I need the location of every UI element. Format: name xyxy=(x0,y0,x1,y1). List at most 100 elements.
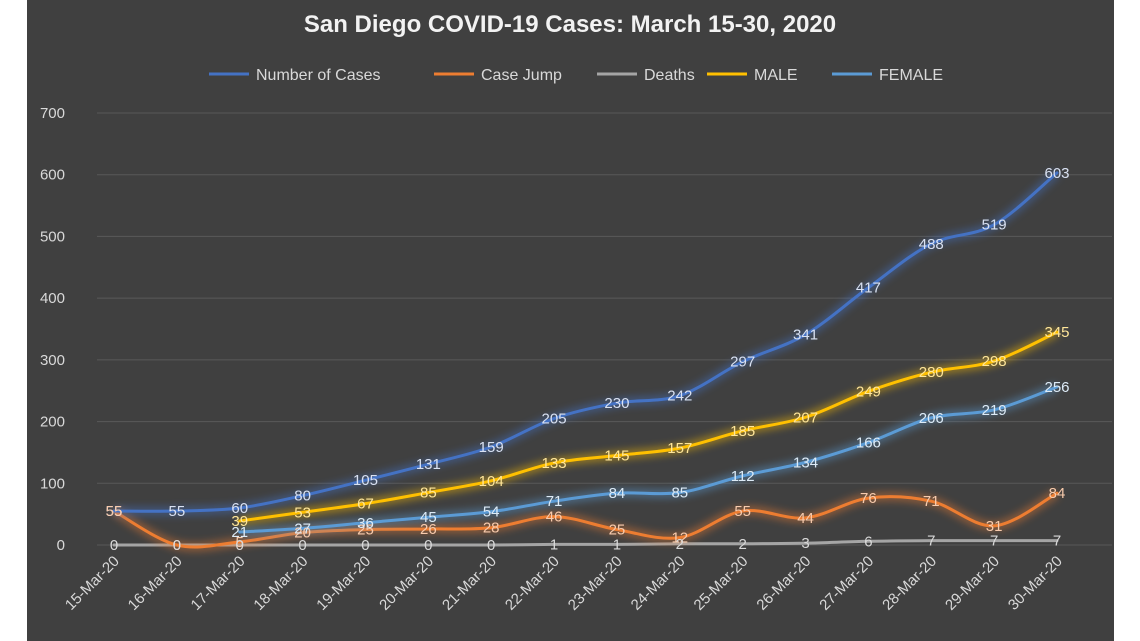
data-label: 3 xyxy=(801,535,809,552)
legend: Number of Cases Case Jump Deaths MALE FEMALE xyxy=(209,67,943,84)
y-tick-label: 0 xyxy=(57,537,65,554)
line-chart: San Diego COVID-19 Cases: March 15-30, 2… xyxy=(40,11,1112,614)
data-label: 206 xyxy=(919,410,944,427)
data-label: 55 xyxy=(106,503,123,520)
data-label: 131 xyxy=(416,456,441,473)
series-group xyxy=(111,169,1060,552)
data-label: 159 xyxy=(479,439,504,456)
legend-label: Case Jump xyxy=(481,67,562,84)
x-tick-label: 21-Mar-20 xyxy=(439,553,500,614)
gridlines xyxy=(97,112,1112,546)
x-tick-label: 19-Mar-20 xyxy=(313,553,374,614)
data-label: 67 xyxy=(357,496,374,513)
legend-label: MALE xyxy=(754,67,798,84)
x-tick-label: 15-Mar-20 xyxy=(62,553,123,614)
x-tick-label: 17-Mar-20 xyxy=(188,553,249,614)
data-label: 80 xyxy=(294,488,311,505)
x-tick-label: 20-Mar-20 xyxy=(376,553,437,614)
data-label: 603 xyxy=(1044,165,1069,182)
data-label: 105 xyxy=(353,472,378,489)
x-tick-label: 30-Mar-20 xyxy=(1005,553,1066,614)
data-label: 230 xyxy=(604,395,629,412)
data-label: 0 xyxy=(110,537,118,554)
data-label: 2 xyxy=(676,536,684,553)
data-label: 25 xyxy=(609,522,626,539)
data-label: 0 xyxy=(298,537,306,554)
data-label: 54 xyxy=(483,504,500,521)
data-label: 104 xyxy=(479,473,504,490)
y-tick-label: 700 xyxy=(40,105,65,122)
data-label: 219 xyxy=(982,402,1007,419)
data-label: 25 xyxy=(357,522,374,539)
y-tick-label: 200 xyxy=(40,414,65,431)
y-tick-label: 100 xyxy=(40,475,65,492)
data-label: 417 xyxy=(856,280,881,297)
data-label: 519 xyxy=(982,217,1007,234)
data-label: 6 xyxy=(864,533,872,550)
data-label: 1 xyxy=(613,536,621,553)
data-label: 39 xyxy=(231,513,248,530)
chart-title: San Diego COVID-19 Cases: March 15-30, 2… xyxy=(304,11,836,38)
data-label: 242 xyxy=(667,388,692,405)
y-tick-label: 400 xyxy=(40,290,65,307)
data-label: 207 xyxy=(793,409,818,426)
data-label: 55 xyxy=(106,503,123,520)
data-label: 84 xyxy=(1049,485,1066,502)
data-label: 185 xyxy=(730,423,755,440)
data-label: 26 xyxy=(420,521,437,538)
chart-panel: San Diego COVID-19 Cases: March 15-30, 2… xyxy=(27,0,1114,641)
y-tick-label: 300 xyxy=(40,352,65,369)
data-label: 44 xyxy=(797,510,814,527)
data-label: 7 xyxy=(1053,533,1061,550)
data-label: 133 xyxy=(542,455,567,472)
data-label: 256 xyxy=(1044,379,1069,396)
data-label: 298 xyxy=(982,353,1007,370)
x-tick-label: 16-Mar-20 xyxy=(125,553,186,614)
data-label: 297 xyxy=(730,354,755,371)
data-label: 45 xyxy=(420,509,437,526)
data-label: 0 xyxy=(236,537,244,554)
x-tick-label: 28-Mar-20 xyxy=(879,553,940,614)
data-label: 5 xyxy=(236,534,244,551)
data-label: 27 xyxy=(294,520,311,537)
x-tick-label: 29-Mar-20 xyxy=(942,553,1003,614)
y-tick-label: 600 xyxy=(40,167,65,184)
x-tick-label: 26-Mar-20 xyxy=(753,553,814,614)
data-label: 7 xyxy=(990,533,998,550)
data-label: 84 xyxy=(609,485,626,502)
data-label: 0 xyxy=(173,537,181,554)
data-label: 21 xyxy=(231,524,248,541)
y-axis: 0 100 200 300 400 500 600 700 xyxy=(40,105,65,554)
data-label: 2 xyxy=(738,536,746,553)
series-line xyxy=(112,539,1059,547)
data-label: 53 xyxy=(294,504,311,521)
data-label: 134 xyxy=(793,454,818,471)
legend-label: Deaths xyxy=(644,67,695,84)
x-tick-label: 23-Mar-20 xyxy=(565,553,626,614)
legend-label: Number of Cases xyxy=(256,67,381,84)
x-axis: 15-Mar-20 16-Mar-20 17-Mar-20 18-Mar-20 19-M… xyxy=(62,553,1066,614)
data-label: 166 xyxy=(856,435,881,452)
data-label: 345 xyxy=(1044,324,1069,341)
data-label: 55 xyxy=(169,503,186,520)
data-label: 12 xyxy=(671,530,688,547)
x-tick-label: 25-Mar-20 xyxy=(691,553,752,614)
data-label: 28 xyxy=(483,520,500,537)
series-line xyxy=(112,491,1059,549)
series-line xyxy=(112,171,1059,513)
data-label: 488 xyxy=(919,236,944,253)
data-label: 145 xyxy=(604,448,629,465)
x-tick-label: 18-Mar-20 xyxy=(250,553,311,614)
data-label: 0 xyxy=(361,537,369,554)
x-tick-label: 27-Mar-20 xyxy=(816,553,877,614)
data-label: 20 xyxy=(294,525,311,542)
data-label: 36 xyxy=(357,515,374,532)
y-tick-label: 500 xyxy=(40,228,65,245)
data-label: 112 xyxy=(731,468,755,485)
data-label: 55 xyxy=(734,503,751,520)
data-label: 46 xyxy=(546,509,563,526)
data-label: 71 xyxy=(923,493,940,510)
x-tick-label: 22-Mar-20 xyxy=(502,553,563,614)
data-label: 249 xyxy=(856,383,881,400)
